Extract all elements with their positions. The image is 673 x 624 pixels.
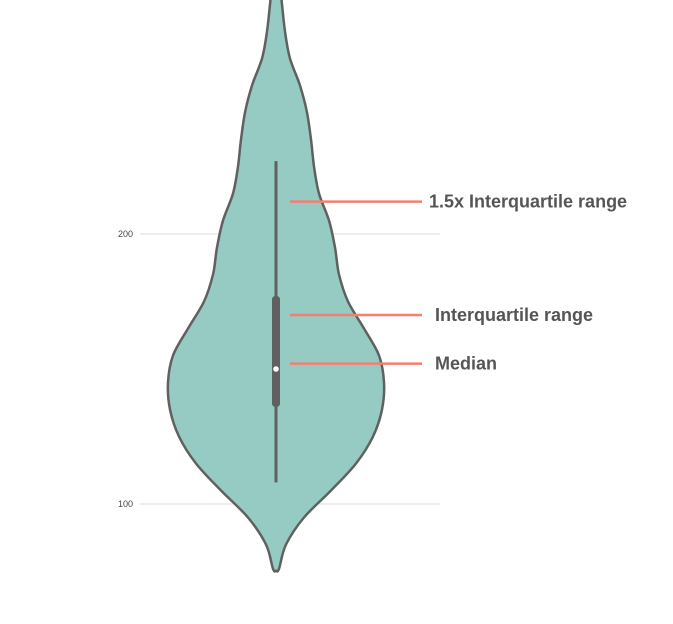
annotations: 1.5x Interquartile range Interquartile ra… [290, 192, 627, 374]
median-dot [273, 366, 279, 372]
inner-boxplot [272, 161, 280, 483]
y-tick-label: 200 [118, 229, 133, 239]
annotation-label: Interquartile range [435, 305, 593, 325]
y-tick-label: 100 [118, 499, 133, 509]
annotation-label: 1.5x Interquartile range [429, 192, 627, 212]
annotation-label: Median [435, 354, 497, 374]
y-tick-labels: 100 200 [118, 229, 133, 509]
iqr-box [272, 296, 280, 407]
